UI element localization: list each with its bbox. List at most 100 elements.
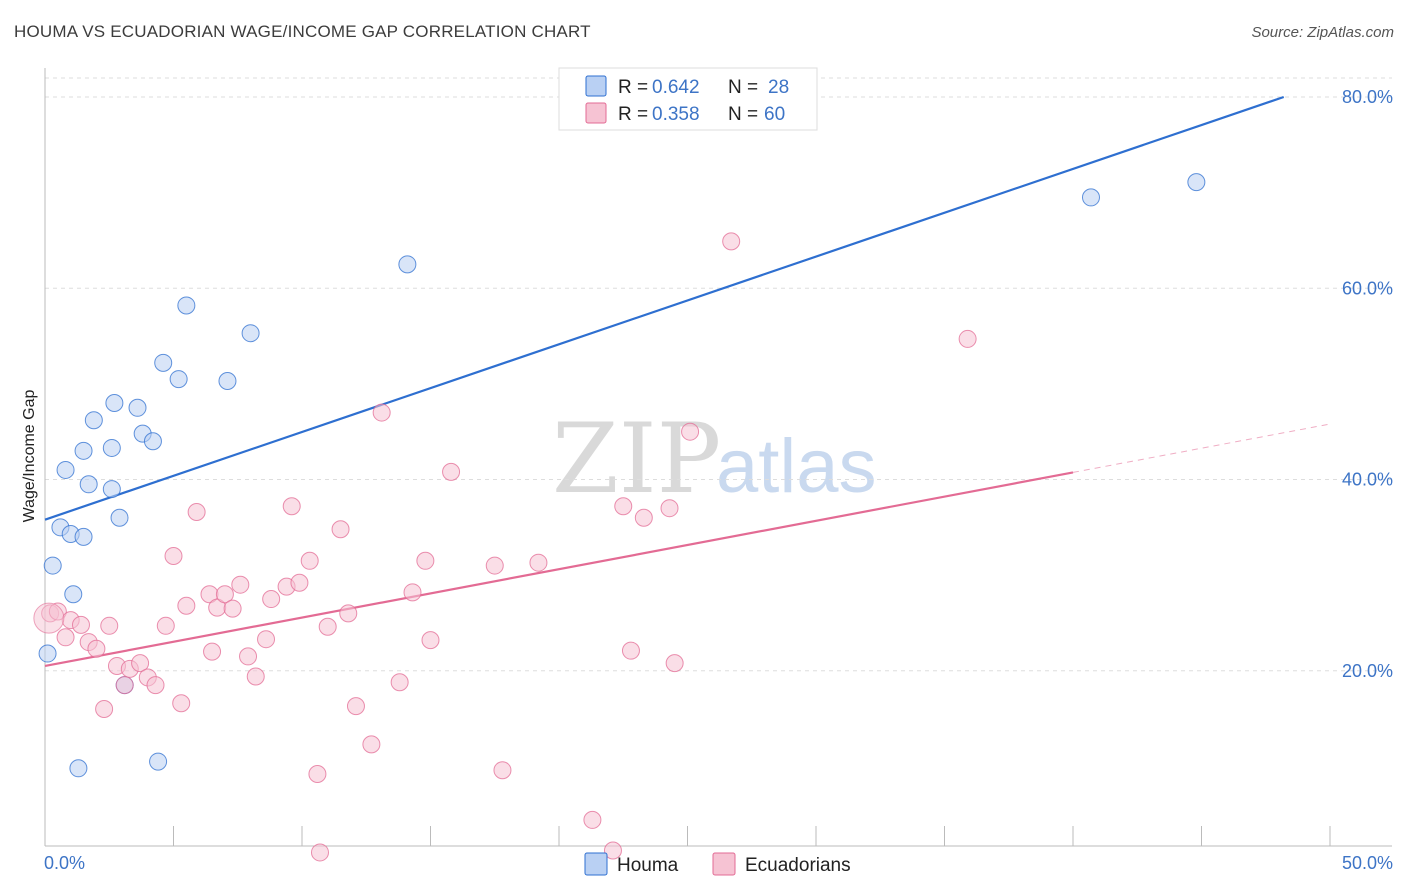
point-houma-26: [149, 752, 168, 771]
point-ecuadorians-58: [722, 232, 741, 251]
point-ecuadorians-14: [146, 676, 165, 695]
legend-n-value-houma: 28: [768, 77, 789, 98]
watermark: ZIP atlas: [552, 403, 877, 515]
trend-lines: [44, 95, 1331, 668]
point-ecuadorians-33: [300, 551, 319, 570]
point-ecuadorians-cluster: [33, 602, 65, 634]
legend-r-label-ecuadorians: R =: [618, 104, 648, 125]
point-ecuadorians-8: [100, 616, 119, 635]
y-tick-label-20: 20.0%: [1342, 661, 1393, 681]
point-ecuadorians-17: [172, 694, 191, 713]
point-ecuadorians-39: [346, 697, 365, 716]
legend-n-value-ecuadorians: 60: [764, 104, 785, 125]
point-houma-19: [177, 296, 196, 315]
bottom-legend-label-houma: Houma: [617, 855, 679, 876]
series-legend: Houma Ecuadorians: [584, 852, 851, 876]
point-ecuadorians-44: [416, 551, 435, 570]
point-ecuadorians-24: [223, 599, 242, 618]
point-houma-5: [56, 460, 75, 479]
bottom-legend-swatch-houma: [584, 852, 608, 876]
point-ecuadorians-45: [421, 631, 440, 650]
point-houma-24: [1187, 173, 1206, 192]
point-ecuadorians-49: [529, 553, 548, 572]
bottom-legend-label-ecuadorians: Ecuadorians: [745, 855, 851, 876]
bottom-legend-swatch-ecuadorians: [712, 852, 736, 876]
legend-n-label-ecuadorians: N =: [728, 104, 758, 125]
point-ecuadorians-7: [95, 700, 114, 718]
point-ecuadorians-36: [318, 617, 337, 636]
point-houma-22: [398, 255, 417, 274]
y-axis-title: Wage/Income Gap: [21, 390, 38, 523]
point-ecuadorians-35: [310, 843, 329, 862]
point-ecuadorians-53: [621, 641, 640, 660]
x-tick-label-max: 50.0%: [1342, 853, 1393, 873]
point-ecuadorians-25: [231, 575, 250, 594]
point-ecuadorians-21: [203, 642, 222, 661]
point-ecuadorians-43: [403, 583, 422, 602]
point-houma-0: [38, 644, 57, 663]
point-ecuadorians-48: [493, 761, 512, 780]
point-ecuadorians-47: [485, 556, 504, 575]
point-houma-25: [69, 759, 88, 778]
y-tick-label-80: 80.0%: [1342, 87, 1393, 107]
point-ecuadorians-10: [115, 676, 134, 695]
point-ecuadorians-42: [390, 673, 409, 692]
point-ecuadorians-28: [257, 630, 276, 649]
point-ecuadorians-52: [614, 497, 633, 516]
source-credit: Source: ZipAtlas.com: [1251, 24, 1394, 41]
point-ecuadorians-19: [187, 503, 206, 522]
legend-r-label-houma: R =: [618, 77, 648, 98]
point-ecuadorians-40: [362, 735, 381, 754]
point-ecuadorians-57: [681, 422, 700, 441]
point-ecuadorians-51: [603, 841, 622, 860]
y-tick-label-60: 60.0%: [1342, 278, 1393, 298]
point-houma-10: [102, 480, 121, 499]
point-ecuadorians-55: [660, 499, 679, 518]
point-houma-12: [110, 508, 129, 527]
point-houma-11: [105, 394, 124, 412]
trend-line-houma: [44, 95, 1285, 521]
point-ecuadorians-18: [177, 596, 196, 615]
legend-r-value-houma: 0.642: [652, 77, 700, 98]
point-ecuadorians-34: [308, 765, 327, 784]
point-houma-21: [241, 324, 260, 343]
chart-title: HOUMA VS ECUADORIAN WAGE/INCOME GAP CORR…: [14, 22, 591, 41]
point-ecuadorians-4: [71, 615, 90, 634]
point-ecuadorians-59: [958, 329, 977, 348]
point-ecuadorians-23: [215, 585, 234, 604]
point-houma-6: [74, 441, 93, 460]
point-ecuadorians-16: [164, 547, 183, 565]
legend-swatch-ecuadorians: [585, 102, 607, 124]
point-houma-9: [84, 411, 103, 430]
trend-line-ecuadorians: [44, 471, 1074, 668]
point-ecuadorians-56: [665, 654, 684, 673]
point-ecuadorians-38: [339, 604, 358, 623]
point-ecuadorians-3: [56, 628, 75, 647]
point-houma-27: [102, 438, 121, 457]
point-ecuadorians-50: [583, 810, 602, 829]
data-points: [33, 173, 1206, 862]
point-ecuadorians-12: [131, 654, 150, 673]
point-houma-20: [218, 372, 237, 391]
point-ecuadorians-54: [634, 508, 653, 527]
y-tick-label-40: 40.0%: [1342, 470, 1393, 490]
watermark-zip: ZIP: [552, 403, 721, 515]
point-houma-1: [43, 556, 62, 575]
x-tick-label-min: 0.0%: [44, 853, 85, 873]
point-ecuadorians-29: [262, 590, 281, 609]
point-houma-16: [143, 432, 162, 451]
point-ecuadorians-15: [156, 616, 175, 635]
point-houma-4: [64, 585, 83, 604]
point-houma-23: [1081, 188, 1100, 207]
point-ecuadorians-46: [442, 462, 461, 481]
legend-r-value-ecuadorians: 0.358: [652, 104, 700, 125]
axes: [44, 68, 1392, 847]
point-ecuadorians-37: [331, 520, 350, 539]
point-houma-18: [169, 370, 188, 389]
point-ecuadorians-31: [282, 497, 301, 516]
point-houma-14: [128, 398, 147, 417]
stats-legend: R = 0.642 N = 28 R = 0.358 N = 60: [558, 67, 818, 131]
point-houma-7: [74, 527, 93, 546]
trend-line-extension-ecuadorians: [1072, 423, 1331, 473]
